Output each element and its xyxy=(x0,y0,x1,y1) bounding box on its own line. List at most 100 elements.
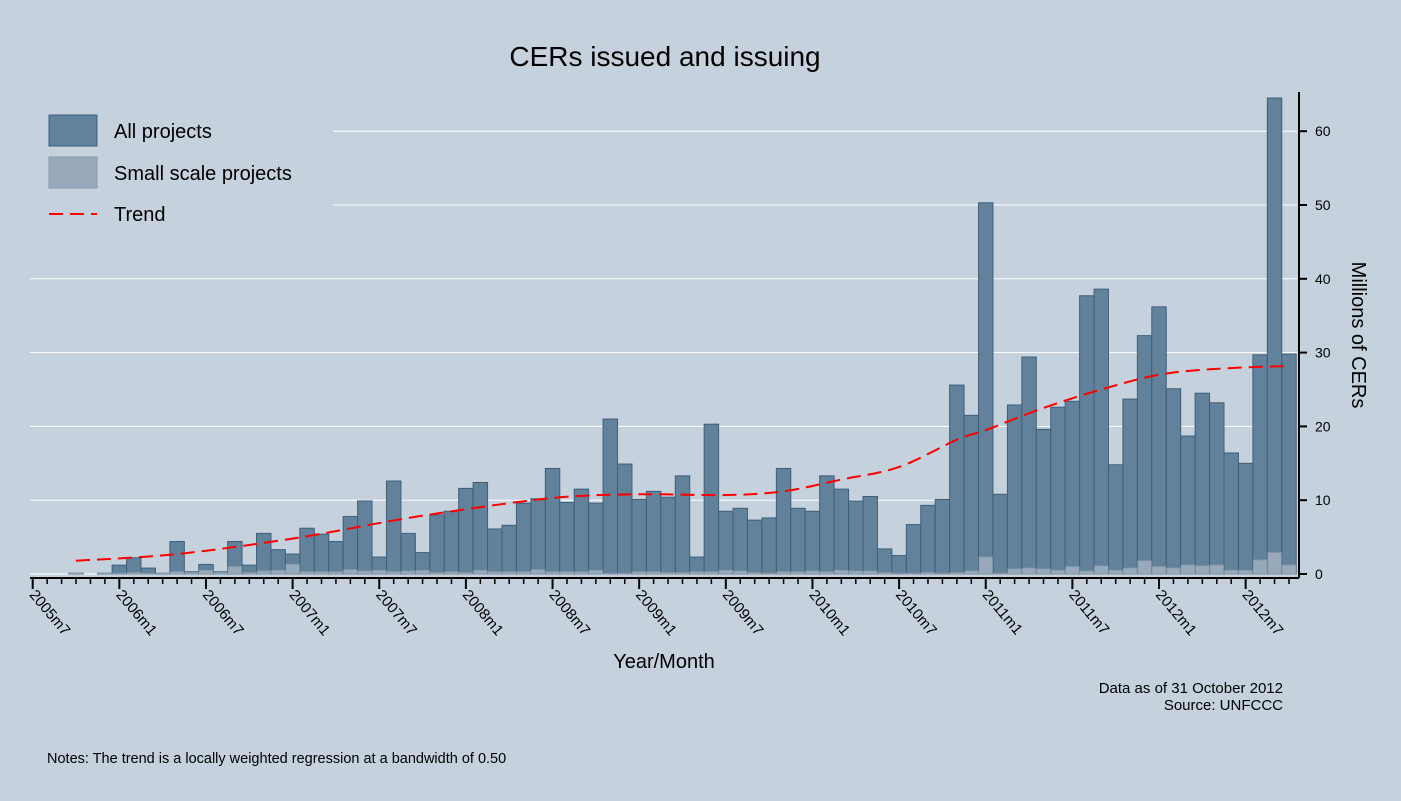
bar-small-scale xyxy=(444,571,459,575)
bar-small-scale xyxy=(1267,552,1282,575)
bar-all-projects xyxy=(905,524,922,575)
bar-small-scale xyxy=(733,570,748,575)
bar-small-scale xyxy=(285,564,300,575)
bar-all-projects xyxy=(1223,452,1239,575)
bar-all-projects xyxy=(978,202,994,575)
bar-all-projects xyxy=(1093,288,1109,575)
notes-text: Notes: The trend is a locally weighted r… xyxy=(47,751,506,767)
legend-label-small-scale: Small scale projects xyxy=(114,163,292,185)
y-tick-label: 40 xyxy=(1315,271,1331,287)
bar-small-scale xyxy=(184,572,199,575)
bar-small-scale xyxy=(790,571,806,575)
bar-small-scale xyxy=(689,571,705,575)
bar-small-scale xyxy=(1151,566,1167,575)
bar-all-projects xyxy=(342,515,359,575)
bar-small-scale xyxy=(328,571,344,575)
bar-all-projects xyxy=(544,467,561,575)
bar-all-projects xyxy=(530,498,546,575)
x-tick-label: 2011m1 xyxy=(979,587,1026,639)
bar-all-projects xyxy=(1035,428,1052,575)
bar-all-projects xyxy=(1122,398,1138,575)
y-axis-label: Millions of CERs xyxy=(1347,262,1369,409)
x-tick-label: 2009m1 xyxy=(632,587,680,639)
bar-small-scale xyxy=(660,572,676,575)
bar-all-projects xyxy=(429,514,445,575)
y-tick-label: 10 xyxy=(1315,492,1331,508)
bar-all-projects xyxy=(848,500,864,575)
bar-all-projects xyxy=(443,510,460,575)
bar-all-projects xyxy=(660,496,676,575)
bar-all-projects xyxy=(256,532,272,575)
x-tick-label: 2010m1 xyxy=(805,587,853,639)
bar-small-scale xyxy=(1050,569,1066,575)
bar-small-scale xyxy=(429,572,445,575)
bar-small-scale xyxy=(559,571,575,575)
bar-all-projects xyxy=(1107,464,1124,575)
x-tick-label: 2007m1 xyxy=(286,587,334,639)
x-tick-label: 2012m7 xyxy=(1239,587,1287,639)
bar-small-scale xyxy=(920,572,936,575)
bar-all-projects xyxy=(862,496,878,575)
bar-small-scale xyxy=(1252,559,1268,575)
bar-small-scale xyxy=(141,572,156,575)
x-tick-label: 2008m7 xyxy=(545,587,593,639)
bar-all-projects xyxy=(790,507,806,575)
y-tick-label: 0 xyxy=(1315,566,1323,582)
bar-all-projects xyxy=(775,467,792,575)
bar-all-projects xyxy=(515,502,532,575)
y-tick-label: 20 xyxy=(1315,418,1331,434)
bar-all-projects xyxy=(949,384,965,575)
bar-small-scale xyxy=(112,572,127,575)
x-tick-label: 2010m7 xyxy=(892,587,940,639)
bar-small-scale xyxy=(949,572,964,575)
bar-small-scale xyxy=(1021,567,1037,575)
bar-all-projects xyxy=(645,490,662,575)
bar-small-scale xyxy=(747,572,762,575)
bar-all-projects xyxy=(357,500,373,575)
bar-small-scale xyxy=(964,570,979,575)
bar-small-scale xyxy=(545,571,560,575)
bar-all-projects xyxy=(501,524,517,575)
bar-all-projects xyxy=(1050,406,1066,575)
bar-small-scale xyxy=(891,572,907,575)
bar-small-scale xyxy=(68,572,84,575)
y-tick-label: 60 xyxy=(1315,123,1331,139)
bar-small-scale xyxy=(386,571,401,575)
bar-small-scale xyxy=(242,572,257,575)
bar-all-projects xyxy=(313,533,330,575)
bar-small-scale xyxy=(530,569,546,575)
bar-small-scale xyxy=(1224,569,1239,575)
bar-all-projects xyxy=(1006,404,1023,575)
x-tick-label: 2006m1 xyxy=(112,587,160,639)
bar-all-projects xyxy=(1151,306,1167,575)
bars xyxy=(68,97,1297,575)
bar-all-projects xyxy=(1079,295,1095,575)
bar-small-scale xyxy=(1166,567,1181,575)
bar-all-projects xyxy=(487,528,503,575)
bar-all-projects xyxy=(1021,356,1037,575)
bar-all-projects xyxy=(963,414,980,575)
bar-small-scale xyxy=(1065,566,1080,575)
x-axis-label: Year/Month xyxy=(613,651,715,673)
bar-all-projects xyxy=(674,475,691,575)
bar-small-scale xyxy=(718,569,733,575)
bar-all-projects xyxy=(458,487,474,575)
bar-all-projects xyxy=(703,423,720,575)
bar-small-scale xyxy=(213,572,228,575)
x-tick-label: 2007m7 xyxy=(372,587,420,639)
bar-small-scale xyxy=(863,570,878,575)
bar-all-projects xyxy=(1281,353,1297,575)
bar-small-scale xyxy=(458,572,474,575)
source-note: Source: UNFCCC xyxy=(1164,697,1283,714)
bar-small-scale xyxy=(155,572,170,575)
bar-small-scale xyxy=(97,572,113,575)
bar-all-projects xyxy=(718,510,734,575)
bar-small-scale xyxy=(646,571,661,575)
bar-all-projects xyxy=(1194,392,1211,575)
bar-small-scale xyxy=(776,571,791,575)
bar-small-scale xyxy=(1036,568,1051,575)
bar-all-projects xyxy=(819,475,835,575)
bar-all-projects xyxy=(400,532,416,575)
bar-small-scale xyxy=(487,571,502,575)
